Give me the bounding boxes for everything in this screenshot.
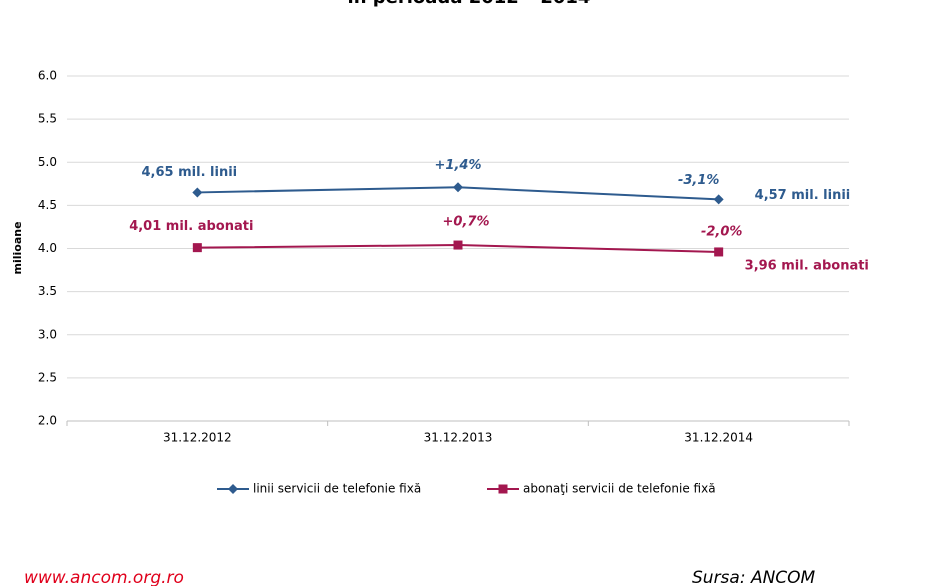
y-tick-label: 3.5 <box>38 284 57 298</box>
annotation: 4,65 mil. linii <box>142 165 238 180</box>
point <box>192 243 202 253</box>
website: www.ancom.org.ro <box>24 568 184 586</box>
point <box>453 182 463 193</box>
y-tick-label: 4.0 <box>38 241 57 255</box>
x-tick-label: 31.12.2013 <box>424 431 493 445</box>
y-tick-label: 5.0 <box>38 155 57 169</box>
y-tick-label: 5.5 <box>38 112 57 126</box>
y-tick-label: 2.5 <box>38 370 57 384</box>
annotation: +0,7% <box>443 215 490 230</box>
legend-label: linii servicii de telefonie fixă <box>253 482 421 496</box>
annotation: -2,0% <box>701 224 742 239</box>
legend-label: abonaţi servicii de telefonie fixă <box>523 482 716 496</box>
legend-marker <box>498 484 508 494</box>
x-tick-label: 31.12.2012 <box>163 431 232 445</box>
annotation: -3,1% <box>678 173 719 188</box>
y-tick-label: 6.0 <box>38 69 57 83</box>
source: Sursa: ANCOM <box>692 568 816 586</box>
point <box>713 194 724 205</box>
chart-title: în perioada 2012 – 2014 <box>347 0 591 8</box>
y-tick-label: 4.5 <box>38 198 57 212</box>
annotation: 4,57 mil. linii <box>755 188 851 203</box>
x-tick-label: 31.12.2014 <box>684 431 753 445</box>
point <box>453 240 463 250</box>
legend-marker <box>228 484 238 494</box>
annotation: +1,4% <box>435 158 482 173</box>
annotation: 3,96 mil. abonati <box>745 258 869 273</box>
annotation: 4,01 mil. abonati <box>129 219 253 234</box>
y-tick-label: 3.0 <box>38 327 57 341</box>
point <box>714 247 724 257</box>
point <box>192 187 203 198</box>
y-tick-label: 2.0 <box>38 414 57 428</box>
y-axis-label: milioane <box>11 221 24 274</box>
